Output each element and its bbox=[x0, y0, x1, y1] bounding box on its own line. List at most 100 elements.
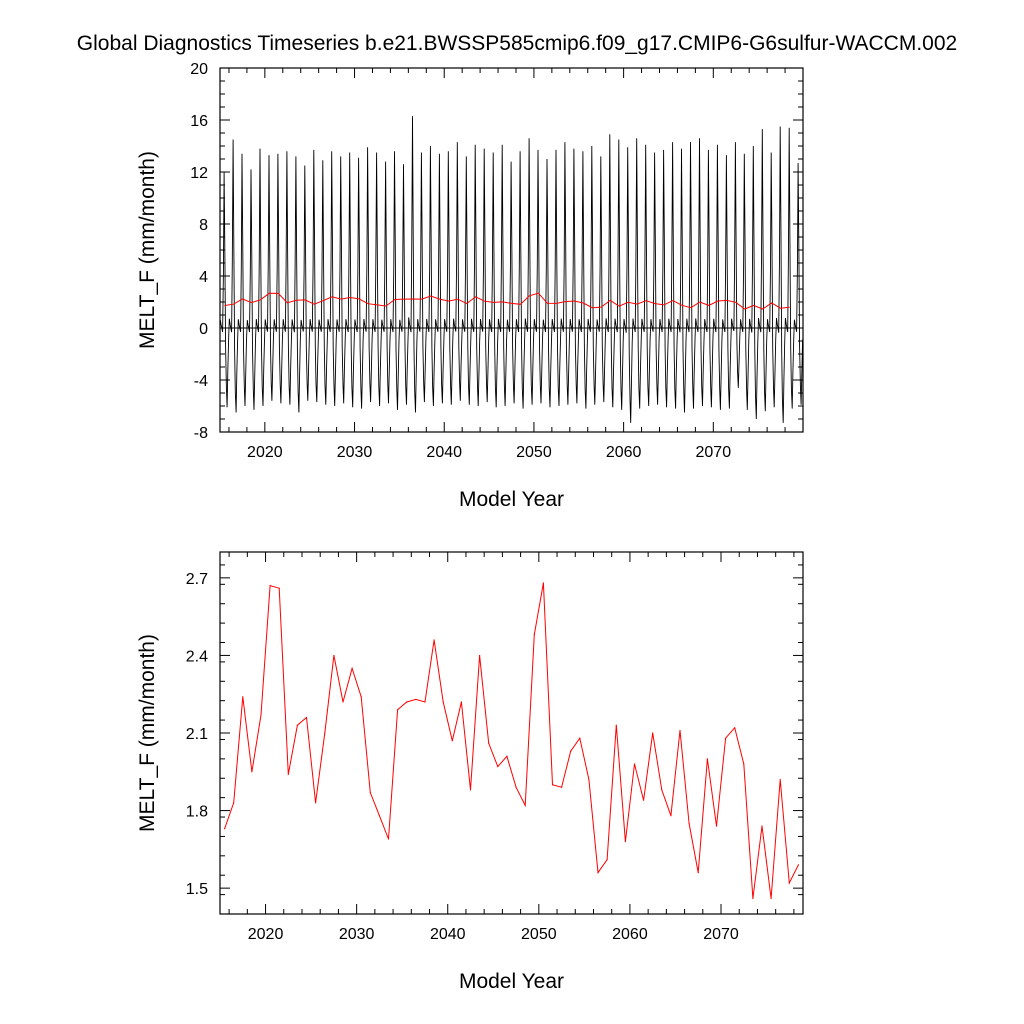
x-tick-label: 2030 bbox=[339, 926, 375, 943]
annual-mean-point bbox=[433, 639, 435, 641]
annual-mean-point bbox=[369, 791, 371, 794]
annual-mean-point bbox=[342, 701, 344, 703]
annual-mean-point bbox=[715, 825, 718, 827]
annual-mean-point bbox=[542, 582, 544, 584]
x-tick-label: 2040 bbox=[426, 444, 462, 461]
annual-mean-point bbox=[397, 709, 399, 711]
y-tick-label: 16 bbox=[190, 113, 208, 130]
y-tick-label: 0 bbox=[199, 321, 208, 338]
x-tick-label: 2060 bbox=[606, 444, 642, 461]
annual-mean-point bbox=[242, 696, 244, 698]
annual-mean-point bbox=[260, 714, 262, 716]
annual-mean-point bbox=[734, 727, 736, 729]
bottom-plot-frame bbox=[219, 551, 804, 915]
annual-mean-point bbox=[305, 716, 308, 719]
bottom-panel-ticks bbox=[220, 552, 803, 915]
x-tick-label: 2040 bbox=[430, 926, 466, 943]
y-tick-label: -4 bbox=[194, 373, 208, 390]
annual-mean-point bbox=[287, 773, 289, 775]
annual-mean-point bbox=[460, 701, 462, 703]
annual-mean-point bbox=[315, 802, 317, 804]
annual-mean-point bbox=[597, 872, 599, 874]
annual-mean-point bbox=[360, 696, 362, 698]
y-tick-label: -8 bbox=[194, 425, 208, 442]
y-tick-label: 2.7 bbox=[186, 571, 208, 588]
top-panel-ticks bbox=[220, 67, 803, 433]
y-tick-label: 1.5 bbox=[186, 881, 208, 898]
annual-mean-point bbox=[642, 799, 645, 801]
annual-mean-point bbox=[406, 701, 408, 703]
annual-mean-point bbox=[697, 872, 699, 874]
annual-mean-point bbox=[387, 838, 390, 840]
annual-mean-point bbox=[296, 724, 299, 726]
annual-mean-point bbox=[506, 755, 508, 757]
annual-mean-line bbox=[224, 582, 799, 899]
x-tick-label: 2050 bbox=[516, 444, 552, 461]
annual-mean-point bbox=[223, 828, 226, 830]
x-tick-label: 2030 bbox=[337, 444, 373, 461]
annual-mean-point bbox=[333, 654, 335, 657]
bottom-panel: 2020 2030 2040 2050 2060 20701.51.82.12.42.7 … bbox=[136, 551, 804, 993]
top-x-axis-label: Model Year bbox=[459, 488, 564, 511]
bottom-x-axis-label: Model Year bbox=[459, 970, 564, 993]
annual-mean-point bbox=[706, 758, 708, 760]
annual-mean-point bbox=[624, 841, 626, 843]
annual-mean-point bbox=[278, 587, 280, 589]
annual-mean-point bbox=[497, 766, 499, 768]
bottom-panel-tick-labels: 2020 2030 2040 2050 2060 2070 1.5 1.8 2.1 2.4 2.7 bbox=[186, 571, 739, 943]
annual-mean-point bbox=[652, 732, 654, 734]
annual-mean-point bbox=[451, 740, 453, 742]
annual-mean-point bbox=[351, 667, 353, 669]
annual-mean-point bbox=[488, 742, 490, 744]
x-tick-label: 2060 bbox=[612, 926, 648, 943]
annual-mean-point bbox=[424, 701, 426, 703]
annual-mean-overlay-line bbox=[224, 292, 790, 310]
bottom-y-axis-label: MELT_F (mm/month) bbox=[136, 634, 159, 832]
annual-mean-point bbox=[724, 737, 727, 739]
annual-mean-point bbox=[679, 729, 681, 732]
annual-mean-point bbox=[251, 771, 253, 773]
annual-mean-point bbox=[661, 789, 663, 791]
chart-title: Global Diagnostics Timeseries b.e21.BWSS… bbox=[77, 32, 957, 55]
annual-mean-point bbox=[752, 897, 754, 900]
annual-mean-point bbox=[269, 585, 271, 587]
annual-mean-point bbox=[469, 789, 472, 791]
annual-mean-points bbox=[223, 582, 800, 900]
annual-mean-point bbox=[524, 804, 526, 807]
annual-mean-point bbox=[797, 864, 800, 866]
y-tick-label: 4 bbox=[199, 269, 208, 286]
y-tick-label: 12 bbox=[190, 165, 208, 182]
annual-mean-point bbox=[633, 763, 636, 765]
annual-mean-point bbox=[378, 815, 381, 817]
annual-mean-point bbox=[788, 882, 790, 884]
annual-mean-point bbox=[533, 634, 535, 636]
annual-mean-point bbox=[551, 784, 554, 786]
y-tick-label: 1.8 bbox=[186, 804, 208, 821]
top-plot-frame bbox=[219, 67, 804, 433]
y-tick-label: 2.1 bbox=[186, 726, 208, 743]
y-tick-label: 8 bbox=[199, 217, 208, 234]
annual-mean-point bbox=[743, 763, 745, 765]
x-tick-label: 2020 bbox=[247, 444, 283, 461]
annual-mean-point bbox=[415, 698, 417, 700]
annual-mean-point bbox=[324, 732, 326, 734]
annual-mean-point bbox=[479, 654, 481, 657]
x-tick-label: 2050 bbox=[521, 926, 557, 943]
x-tick-label: 2070 bbox=[696, 444, 732, 461]
annual-mean-point bbox=[606, 859, 608, 861]
annual-mean-point bbox=[770, 897, 772, 900]
monthly-series-line bbox=[219, 116, 804, 423]
x-tick-label: 2020 bbox=[248, 926, 284, 943]
annual-mean-point bbox=[561, 786, 563, 788]
annual-mean-point bbox=[233, 802, 235, 804]
top-panel-tick-labels: 2020 2030 2040 2050 2060 2070 -8 -4 0 4 8 12 16 20 bbox=[190, 61, 731, 461]
x-tick-label: 2070 bbox=[703, 926, 739, 943]
top-y-axis-label: MELT_F (mm/month) bbox=[136, 151, 159, 349]
y-tick-label: 2.4 bbox=[186, 648, 208, 665]
annual-mean-point bbox=[688, 822, 690, 825]
y-tick-label: 20 bbox=[190, 61, 208, 78]
top-panel: 2020 2030 2040 2050 2060 2070 -8 -4 0 4 8 12 16 20 Mo… bbox=[136, 61, 804, 511]
annual-mean-point bbox=[579, 737, 581, 739]
annual-mean-point bbox=[515, 786, 517, 788]
